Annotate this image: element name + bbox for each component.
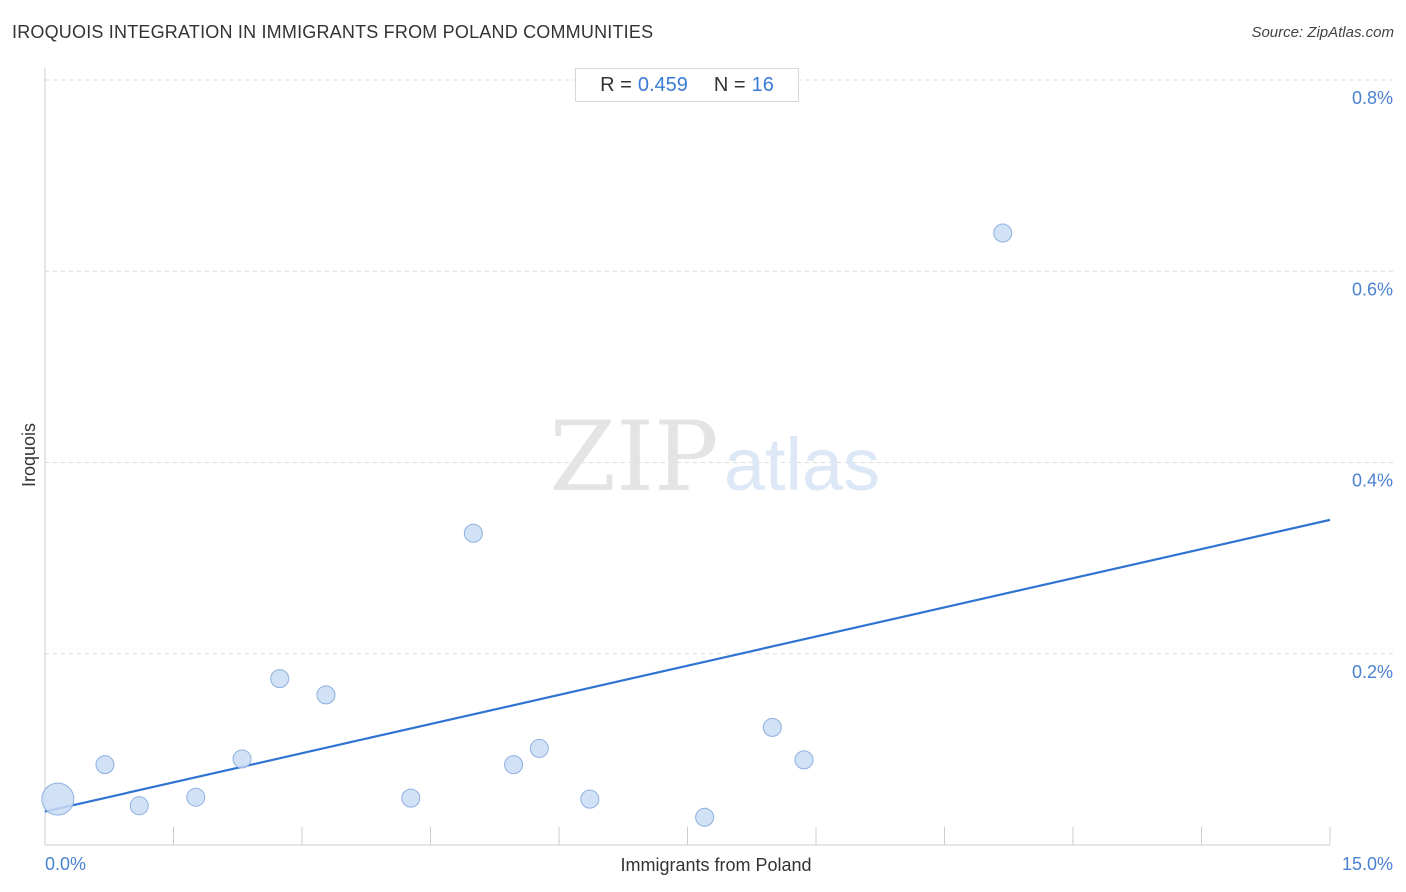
n-value: 16 — [751, 73, 774, 96]
data-point-4 — [232, 749, 252, 769]
data-point-15 — [993, 223, 1013, 243]
r-value: 0.459 — [637, 73, 688, 96]
data-point-1 — [95, 755, 115, 775]
data-point-10 — [529, 738, 549, 758]
data-point-8 — [463, 523, 483, 543]
watermark: ZIP atlas — [549, 401, 880, 513]
watermark-zip: ZIP — [549, 401, 718, 513]
data-point-9 — [504, 755, 524, 775]
watermark-atlas: atlas — [724, 423, 880, 506]
tick-labels: 0.8% 0.6% 0.4% 0.2% 0.0% 15.0% — [45, 88, 1393, 874]
x-tick-label-1: 15.0% — [1342, 854, 1393, 874]
y-tick-label-3: 0.2% — [1352, 662, 1393, 682]
x-axis-label: Immigrants from Poland — [620, 855, 811, 875]
data-point-7 — [401, 788, 421, 808]
x-tick-label-0: 0.0% — [45, 854, 86, 874]
stats-box: R = 0.459 N = 16 — [575, 68, 799, 102]
r-label: R = — [600, 73, 632, 96]
trendline-group — [44, 518, 1331, 813]
data-point-3 — [186, 787, 206, 807]
data-point-11 — [580, 789, 600, 809]
data-point-5 — [270, 669, 290, 689]
x-axis-ticks — [173, 827, 1331, 845]
gridlines — [45, 79, 1395, 655]
data-points — [41, 223, 1013, 827]
y-axis-label: Iroquois — [19, 423, 39, 487]
trendline — [44, 518, 1331, 813]
data-point-13 — [762, 717, 782, 737]
source-label: Source: ZipAtlas.com — [1251, 24, 1394, 41]
chart-title: IROQUOIS INTEGRATION IN IMMIGRANTS FROM … — [12, 22, 654, 42]
data-point-6 — [316, 685, 336, 705]
y-tick-label-1: 0.6% — [1352, 279, 1393, 299]
data-point-14 — [794, 750, 814, 770]
data-point-2 — [129, 796, 149, 816]
data-point-12 — [695, 807, 715, 827]
data-point-0 — [41, 782, 75, 816]
y-tick-label-2: 0.4% — [1352, 471, 1393, 491]
n-label: N = — [713, 73, 746, 96]
y-tick-label-0: 0.8% — [1352, 88, 1393, 108]
